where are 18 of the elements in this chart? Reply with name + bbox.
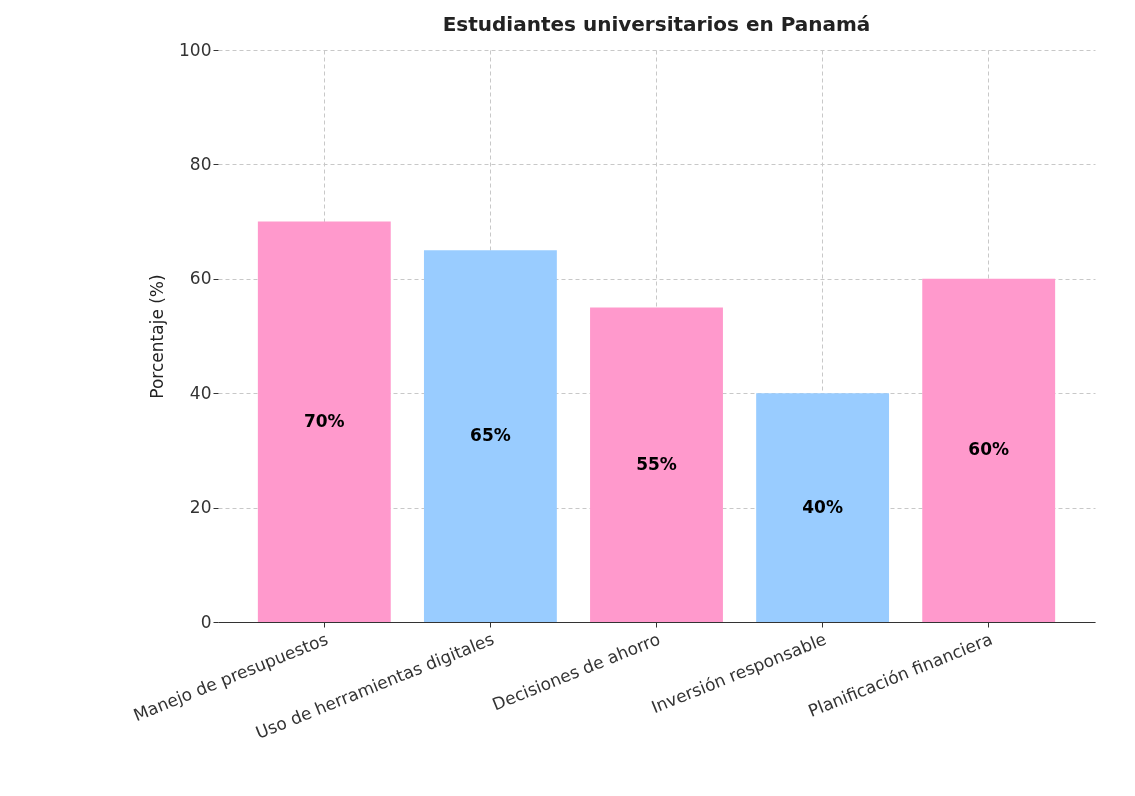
- bar: [590, 307, 723, 622]
- data-label: 60%: [968, 439, 1010, 460]
- data-label: 70%: [303, 410, 345, 431]
- y-axis-title: Porcentaje (%): [147, 274, 168, 399]
- bar: [257, 221, 391, 622]
- y-tick-label: 0: [200, 611, 212, 632]
- y-tick-label: 40: [189, 382, 212, 403]
- y-tick-label: 100: [179, 39, 212, 60]
- y-tick-label: 60: [189, 268, 212, 289]
- data-label: 55%: [636, 453, 677, 474]
- bar: [922, 278, 1056, 622]
- bar: [423, 250, 557, 622]
- data-label: 65%: [470, 425, 511, 446]
- y-tick-label: 80: [189, 153, 212, 174]
- chart-title: Estudiantes universitarios en Panamá: [442, 12, 871, 36]
- y-tick-label: 20: [189, 497, 212, 518]
- data-label: 40%: [802, 496, 843, 517]
- bar: [756, 393, 890, 622]
